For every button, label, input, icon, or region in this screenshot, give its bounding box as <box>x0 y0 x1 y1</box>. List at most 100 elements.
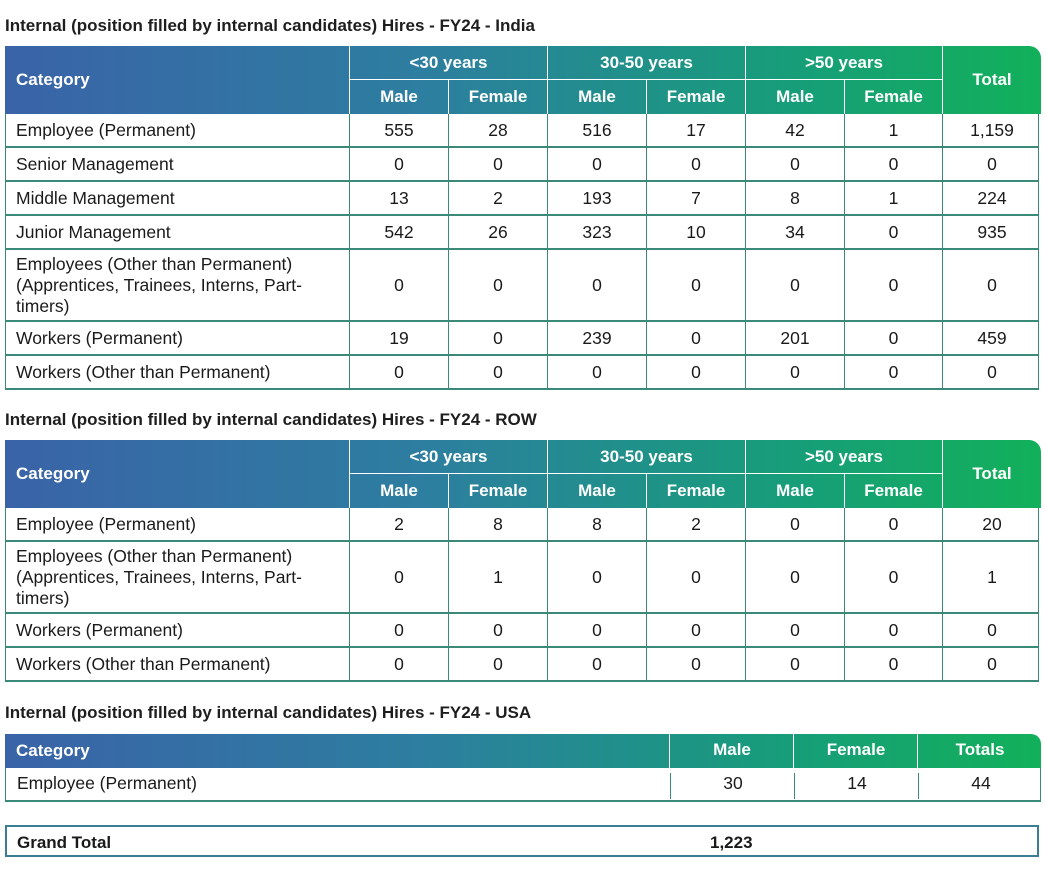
table-cell: 193 <box>547 182 646 214</box>
row-table-header: Category <30 years 30-50 years >50 years Mal… <box>5 440 1041 508</box>
table-row: Employee (Permanent) 2 8 8 2 0 0 20 <box>5 508 1039 542</box>
table-cell: 0 <box>942 250 1041 320</box>
table-cell: 0 <box>646 250 745 320</box>
india-header-category: Category <box>16 70 90 89</box>
grand-total-value: 1,223 <box>710 833 753 852</box>
table-cell: 34 <box>745 216 844 248</box>
table-cell: 1 <box>448 542 547 612</box>
usa-header-male: Male <box>669 734 794 768</box>
table-cell: 0 <box>844 648 942 680</box>
table-cell: 0 <box>646 648 745 680</box>
table-cell: 0 <box>844 614 942 646</box>
row-label: Employee (Permanent) <box>16 513 196 534</box>
table-cell: 0 <box>745 356 844 388</box>
table-cell: 0 <box>745 614 844 646</box>
usa-row-label: Employee (Permanent) <box>17 773 197 793</box>
india-header-sub: Female <box>448 80 547 114</box>
table-cell: 0 <box>349 542 448 612</box>
table-cell: 0 <box>844 508 942 540</box>
table-cell: 17 <box>646 114 745 146</box>
table-cell: 1 <box>942 542 1041 612</box>
table-cell: 0 <box>745 148 844 180</box>
row-label: Employee (Permanent) <box>16 119 196 140</box>
row-section-title: Internal (position filled by internal ca… <box>5 410 537 429</box>
table-row: Middle Management 13 2 193 7 8 1 224 <box>5 182 1039 216</box>
table-cell: 0 <box>349 614 448 646</box>
row-header-group: >50 years <box>745 440 942 474</box>
india-header-sub: Male <box>745 80 844 114</box>
india-table-header: Category <30 years 30-50 years >50 years Mal… <box>5 46 1041 114</box>
table-cell: 0 <box>942 648 1041 680</box>
table-cell: 542 <box>349 216 448 248</box>
table-cell: 0 <box>745 508 844 540</box>
table-cell: 0 <box>745 542 844 612</box>
row-header-category: Category <box>16 464 90 483</box>
table-cell: 0 <box>448 322 547 354</box>
grand-total-label: Grand Total <box>17 833 112 852</box>
row-label: Senior Management <box>16 153 174 174</box>
row-label: Workers (Other than Permanent) <box>16 653 271 674</box>
row-header-sub: Male <box>349 474 448 508</box>
row-label: Junior Management <box>16 221 171 242</box>
table-cell: 0 <box>646 614 745 646</box>
table-cell: 20 <box>942 508 1041 540</box>
table-cell: 516 <box>547 114 646 146</box>
row-header-sub: Female <box>646 474 745 508</box>
usa-row-male: 30 <box>670 773 795 799</box>
grand-total-row: Grand Total 1,223 <box>5 825 1039 857</box>
table-cell: 28 <box>448 114 547 146</box>
india-header-sub: Female <box>646 80 745 114</box>
india-header-sub: Male <box>547 80 646 114</box>
table-row: Employees (Other than Permanent) (Appren… <box>5 250 1039 322</box>
table-row: Workers (Other than Permanent) 0 0 0 0 0 0 0 <box>5 356 1039 390</box>
india-header-sub: Female <box>844 80 942 114</box>
row-label: Workers (Permanent) <box>16 327 183 348</box>
usa-table-row: Employee (Permanent) 30 14 44 <box>5 768 1041 802</box>
table-cell: 1 <box>844 182 942 214</box>
row-label: Workers (Other than Permanent) <box>16 361 271 382</box>
table-cell: 0 <box>547 356 646 388</box>
table-cell: 8 <box>745 182 844 214</box>
table-cell: 0 <box>547 250 646 320</box>
table-cell: 0 <box>844 148 942 180</box>
table-cell: 8 <box>547 508 646 540</box>
table-row: Workers (Permanent) 19 0 239 0 201 0 459 <box>5 322 1039 356</box>
row-label: Employees (Other than Permanent) (Appren… <box>16 545 302 608</box>
table-cell: 13 <box>349 182 448 214</box>
row-label: Workers (Permanent) <box>16 619 183 640</box>
table-cell: 26 <box>448 216 547 248</box>
table-cell: 323 <box>547 216 646 248</box>
table-cell: 0 <box>646 356 745 388</box>
table-cell: 459 <box>942 322 1041 354</box>
table-row: Employees (Other than Permanent) (Appren… <box>5 542 1039 614</box>
table-cell: 19 <box>349 322 448 354</box>
usa-row-total: 44 <box>918 773 1043 799</box>
usa-row-female: 14 <box>794 773 919 799</box>
india-header-total: Total <box>942 46 1041 114</box>
table-cell: 0 <box>745 648 844 680</box>
table-cell: 0 <box>844 356 942 388</box>
india-header-group: >50 years <box>745 46 942 80</box>
row-label: Middle Management <box>16 187 175 208</box>
table-row: Workers (Permanent) 0 0 0 0 0 0 0 <box>5 614 1039 648</box>
usa-header-category: Category <box>16 741 90 760</box>
table-cell: 0 <box>844 216 942 248</box>
row-header-sub: Male <box>547 474 646 508</box>
table-cell: 239 <box>547 322 646 354</box>
table-cell: 0 <box>844 322 942 354</box>
table-cell: 0 <box>349 148 448 180</box>
table-cell: 0 <box>844 250 942 320</box>
table-cell: 201 <box>745 322 844 354</box>
table-cell: 0 <box>646 148 745 180</box>
usa-table-header: Category Male Female Totals <box>5 734 1041 768</box>
table-cell: 10 <box>646 216 745 248</box>
table-row: Senior Management 0 0 0 0 0 0 0 <box>5 148 1039 182</box>
table-cell: 0 <box>844 542 942 612</box>
table-cell: 0 <box>942 148 1041 180</box>
row-header-total: Total <box>942 440 1041 508</box>
table-cell: 2 <box>349 508 448 540</box>
row-label: Employees (Other than Permanent) (Appren… <box>16 253 302 316</box>
table-cell: 0 <box>349 356 448 388</box>
table-row: Workers (Other than Permanent) 0 0 0 0 0 0 0 <box>5 648 1039 682</box>
table-cell: 0 <box>448 250 547 320</box>
